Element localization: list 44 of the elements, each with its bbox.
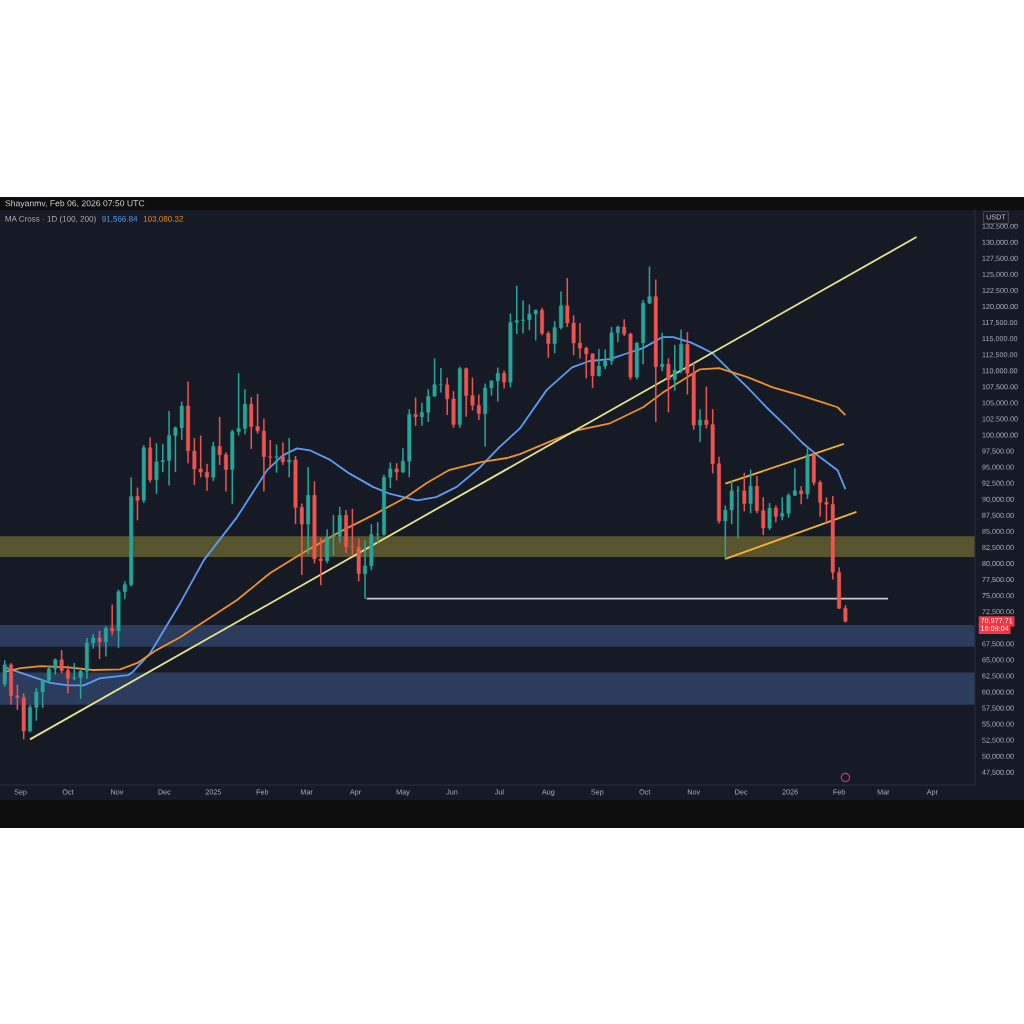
candlestick [698, 408, 702, 443]
candlestick [388, 461, 393, 489]
candlestick [287, 437, 292, 479]
candlestick [325, 528, 330, 565]
candlestick [363, 539, 367, 600]
candlestick [97, 630, 102, 660]
candlestick [742, 472, 747, 513]
candlestick [401, 447, 405, 474]
candlestick [748, 468, 753, 515]
candlestick [375, 521, 380, 545]
candlestick [110, 603, 115, 637]
candlestick [736, 485, 740, 540]
candlestick [660, 331, 665, 373]
candlestick [521, 299, 525, 335]
candlestick [217, 416, 222, 466]
candlestick [799, 485, 804, 506]
candlestick [66, 664, 70, 694]
text: 103,080.32 [143, 215, 184, 223]
candlestick [419, 401, 424, 427]
candlestick [28, 703, 32, 734]
candlestick [546, 330, 551, 359]
text: 91,566.84 [102, 215, 138, 223]
candlestick [205, 463, 209, 492]
candlestick [135, 486, 140, 522]
chart-title: Shayanmv, Feb 06, 2026 07:50 UTC [5, 199, 145, 209]
candlestick [413, 396, 418, 427]
candlestick [666, 357, 671, 414]
candlestick [274, 443, 279, 474]
candlestick [559, 290, 563, 331]
candlestick [767, 502, 772, 531]
candlestick [761, 496, 766, 536]
candlestick [268, 439, 273, 468]
candlestick [540, 306, 544, 337]
candlestick [672, 344, 677, 392]
candlestick [578, 322, 582, 360]
candlestick [280, 441, 285, 466]
candlestick [2, 659, 7, 688]
candlestick [59, 649, 64, 674]
legend-title: MA Cross · 1D (100, 200) [5, 215, 96, 224]
candlestick [596, 348, 601, 378]
candlestick [552, 320, 557, 355]
candlestick [103, 625, 108, 658]
candlestick [224, 451, 228, 493]
candlestick [438, 367, 443, 394]
